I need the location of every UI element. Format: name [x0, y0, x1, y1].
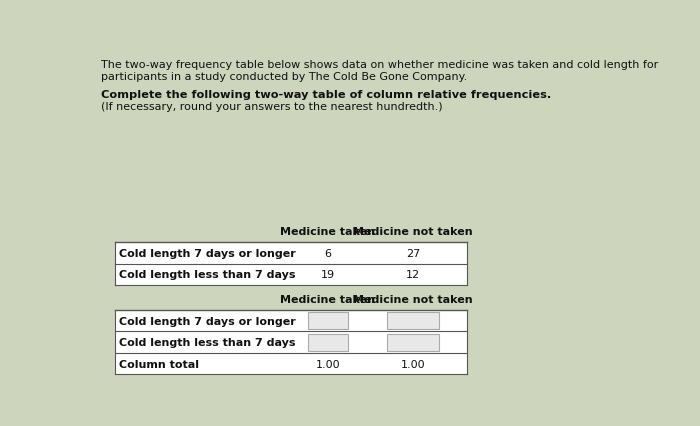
Bar: [307, 312, 348, 329]
Text: Complete the following two-way table of column relative frequencies.: Complete the following two-way table of …: [102, 89, 552, 100]
Text: Cold length less than 7 days: Cold length less than 7 days: [119, 337, 296, 347]
Text: The two-way frequency table below shows data on whether medicine was taken and c: The two-way frequency table below shows …: [102, 60, 659, 70]
Bar: [307, 334, 348, 351]
Text: Column total: Column total: [119, 359, 200, 369]
Text: 1.00: 1.00: [316, 359, 340, 369]
Text: Medicine taken: Medicine taken: [280, 227, 375, 236]
Bar: [115, 310, 468, 331]
Text: 19: 19: [321, 270, 335, 279]
Bar: [115, 264, 468, 285]
Text: Cold length less than 7 days: Cold length less than 7 days: [119, 270, 296, 279]
Text: 27: 27: [406, 248, 420, 258]
Text: 6: 6: [324, 248, 331, 258]
Bar: [115, 353, 468, 374]
Bar: [115, 242, 468, 264]
Text: Cold length 7 days or longer: Cold length 7 days or longer: [119, 316, 296, 326]
Text: 12: 12: [406, 270, 420, 279]
Text: 1.00: 1.00: [400, 359, 426, 369]
Text: Cold length 7 days or longer: Cold length 7 days or longer: [119, 248, 296, 258]
Text: Medicine not taken: Medicine not taken: [354, 294, 472, 304]
Bar: [115, 331, 468, 353]
Text: Medicine not taken: Medicine not taken: [354, 227, 472, 236]
Bar: [386, 312, 440, 329]
Text: (If necessary, round your answers to the nearest hundredth.): (If necessary, round your answers to the…: [102, 102, 443, 112]
Text: Medicine taken: Medicine taken: [280, 294, 375, 304]
Bar: [386, 334, 440, 351]
Text: participants in a study conducted by The Cold Be Gone Company.: participants in a study conducted by The…: [102, 72, 468, 82]
